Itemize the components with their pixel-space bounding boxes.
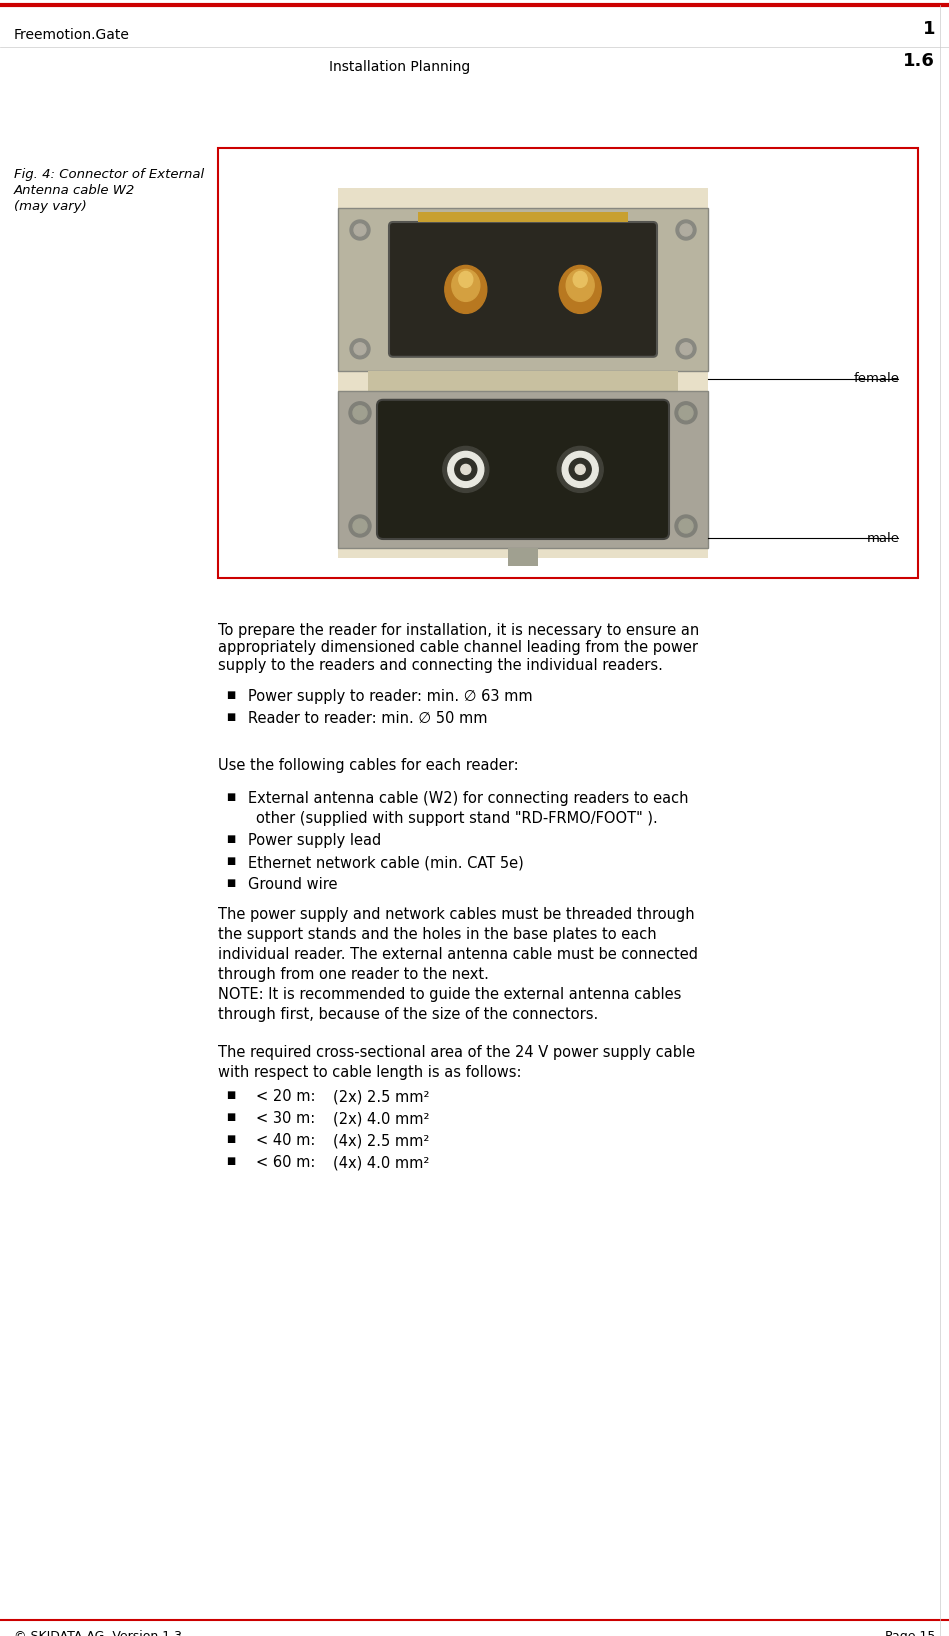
Bar — [218, 147, 918, 578]
Text: Antenna cable W2: Antenna cable W2 — [14, 183, 136, 196]
Text: individual reader. The external antenna cable must be connected: individual reader. The external antenna … — [218, 947, 698, 962]
Circle shape — [353, 519, 367, 533]
Text: through from one reader to the next.: through from one reader to the next. — [218, 967, 489, 982]
Text: < 20 m:: < 20 m: — [256, 1090, 315, 1104]
Text: through first, because of the size of the connectors.: through first, because of the size of th… — [218, 1008, 598, 1022]
Text: ■: ■ — [226, 792, 235, 802]
Circle shape — [680, 344, 692, 355]
Circle shape — [675, 402, 697, 424]
Ellipse shape — [458, 272, 473, 288]
Circle shape — [354, 224, 366, 236]
Ellipse shape — [445, 265, 487, 314]
Bar — [338, 208, 708, 371]
Circle shape — [676, 339, 696, 358]
Text: Installation Planning: Installation Planning — [329, 61, 471, 74]
Ellipse shape — [562, 452, 598, 488]
Text: with respect to cable length is as follows:: with respect to cable length is as follo… — [218, 1065, 522, 1080]
Text: (2x) 2.5 mm²: (2x) 2.5 mm² — [333, 1090, 430, 1104]
Text: © SKIDATA AG, Version 1.3: © SKIDATA AG, Version 1.3 — [14, 1629, 182, 1636]
Text: < 30 m:: < 30 m: — [256, 1111, 315, 1126]
Circle shape — [680, 224, 692, 236]
Text: other (supplied with support stand "RD-FRMO/FOOT" ).: other (supplied with support stand "RD-F… — [256, 811, 658, 826]
Ellipse shape — [567, 270, 594, 301]
Circle shape — [679, 406, 693, 420]
Text: (2x) 4.0 mm²: (2x) 4.0 mm² — [333, 1111, 430, 1126]
Text: ■: ■ — [226, 879, 235, 888]
Text: Freemotion.Gate: Freemotion.Gate — [14, 28, 130, 43]
FancyBboxPatch shape — [389, 222, 657, 357]
Circle shape — [349, 515, 371, 537]
Text: ■: ■ — [226, 1157, 235, 1166]
Circle shape — [676, 219, 696, 240]
Text: ■: ■ — [226, 712, 235, 721]
Text: ■: ■ — [226, 1090, 235, 1099]
Text: ■: ■ — [226, 690, 235, 700]
Text: (4x) 2.5 mm²: (4x) 2.5 mm² — [333, 1134, 429, 1148]
Text: Use the following cables for each reader:: Use the following cables for each reader… — [218, 757, 518, 772]
Ellipse shape — [559, 265, 602, 314]
Text: ■: ■ — [226, 856, 235, 865]
Circle shape — [350, 219, 370, 240]
Text: Ethernet network cable (min. CAT 5e): Ethernet network cable (min. CAT 5e) — [248, 856, 524, 870]
Bar — [508, 548, 538, 566]
Text: Reader to reader: min. ∅ 50 mm: Reader to reader: min. ∅ 50 mm — [248, 712, 488, 726]
Bar — [338, 391, 708, 548]
Circle shape — [679, 519, 693, 533]
Circle shape — [354, 344, 366, 355]
Text: < 40 m:: < 40 m: — [256, 1134, 315, 1148]
Text: NOTE: It is recommended to guide the external antenna cables: NOTE: It is recommended to guide the ext… — [218, 987, 681, 1001]
Bar — [368, 371, 678, 391]
Bar — [338, 188, 708, 558]
Text: 1.6: 1.6 — [903, 52, 935, 70]
Text: Power supply lead: Power supply lead — [248, 833, 381, 847]
Text: Fig. 4: Connector of External: Fig. 4: Connector of External — [14, 169, 204, 182]
Text: (may vary): (may vary) — [14, 200, 86, 213]
FancyBboxPatch shape — [377, 399, 669, 538]
Text: The required cross-sectional area of the 24 V power supply cable: The required cross-sectional area of the… — [218, 1045, 695, 1060]
Ellipse shape — [448, 452, 484, 488]
Ellipse shape — [461, 465, 471, 474]
Text: the support stands and the holes in the base plates to each: the support stands and the holes in the … — [218, 928, 657, 942]
Text: ■: ■ — [226, 1134, 235, 1144]
Ellipse shape — [573, 272, 587, 288]
Text: To prepare the reader for installation, it is necessary to ensure an
appropriate: To prepare the reader for installation, … — [218, 623, 699, 672]
Ellipse shape — [452, 270, 480, 301]
Text: ■: ■ — [226, 834, 235, 844]
Ellipse shape — [455, 458, 476, 481]
Ellipse shape — [557, 447, 604, 492]
Ellipse shape — [443, 447, 489, 492]
Text: External antenna cable (W2) for connecting readers to each: External antenna cable (W2) for connecti… — [248, 790, 689, 807]
Text: Ground wire: Ground wire — [248, 877, 338, 892]
Text: male: male — [867, 532, 900, 545]
Bar — [418, 213, 628, 222]
Circle shape — [353, 406, 367, 420]
Text: Power supply to reader: min. ∅ 63 mm: Power supply to reader: min. ∅ 63 mm — [248, 689, 532, 703]
Text: ■: ■ — [226, 1112, 235, 1122]
Text: female: female — [854, 373, 900, 386]
Text: (4x) 4.0 mm²: (4x) 4.0 mm² — [333, 1155, 429, 1170]
Text: The power supply and network cables must be threaded through: The power supply and network cables must… — [218, 906, 695, 923]
Text: < 60 m:: < 60 m: — [256, 1155, 315, 1170]
Ellipse shape — [569, 458, 591, 481]
Ellipse shape — [575, 465, 586, 474]
Text: Page 15: Page 15 — [884, 1629, 935, 1636]
Circle shape — [675, 515, 697, 537]
Circle shape — [350, 339, 370, 358]
Circle shape — [349, 402, 371, 424]
Text: 1: 1 — [922, 20, 935, 38]
